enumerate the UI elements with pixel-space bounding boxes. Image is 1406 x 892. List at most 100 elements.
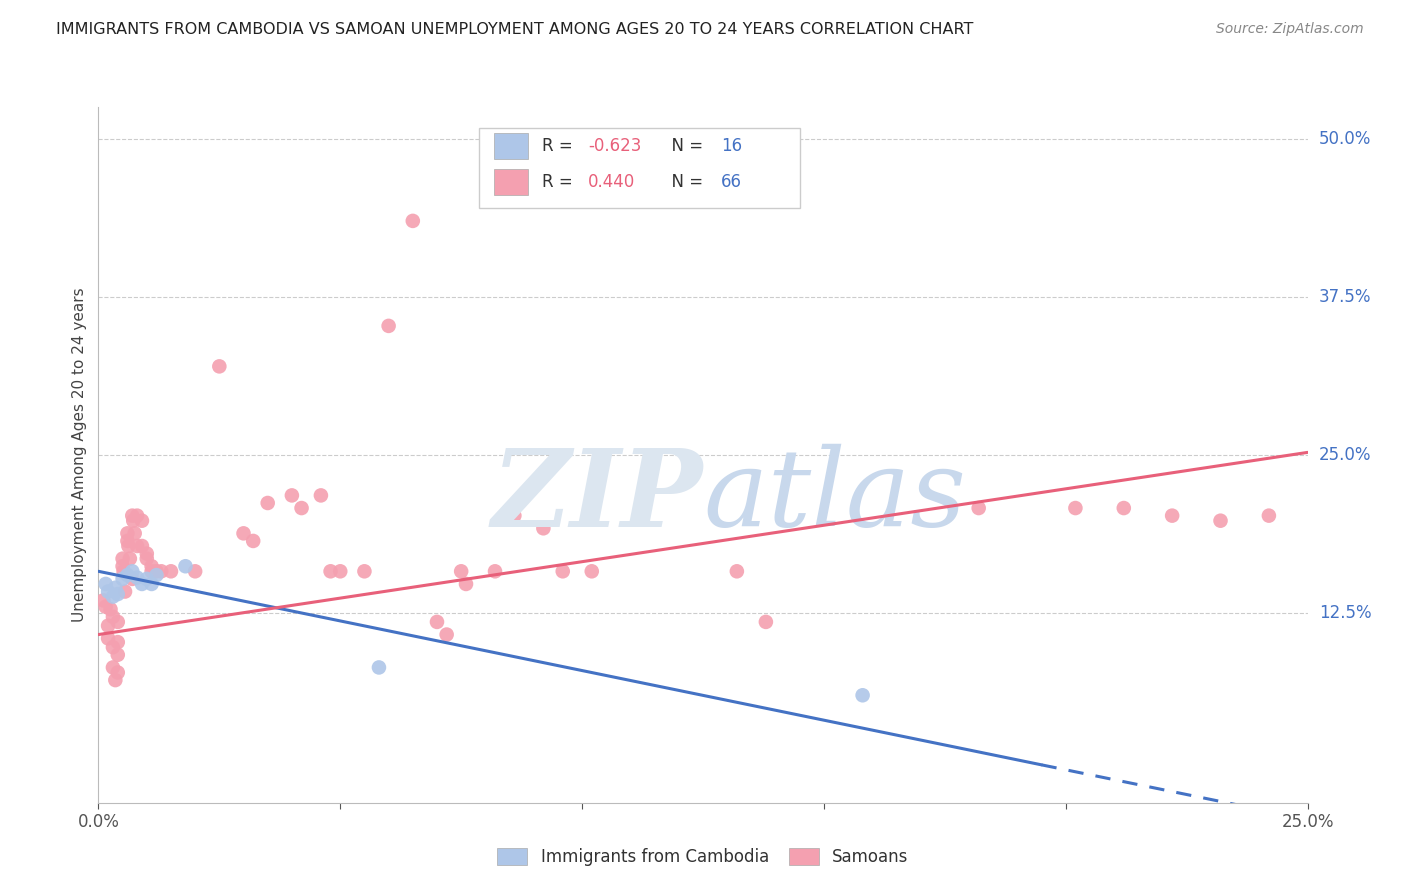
Point bbox=[174, 559, 197, 574]
Text: 12.5%: 12.5% bbox=[1319, 604, 1371, 622]
Point bbox=[426, 615, 449, 629]
Point bbox=[484, 564, 506, 578]
Point bbox=[112, 564, 135, 578]
Point bbox=[135, 572, 157, 586]
Legend: Immigrants from Cambodia, Samoans: Immigrants from Cambodia, Samoans bbox=[489, 839, 917, 874]
Point bbox=[208, 359, 231, 374]
Point bbox=[111, 572, 134, 586]
Point bbox=[503, 508, 526, 523]
Point bbox=[145, 564, 167, 578]
Text: -0.623: -0.623 bbox=[588, 137, 641, 155]
Point bbox=[107, 587, 129, 601]
FancyBboxPatch shape bbox=[494, 169, 527, 195]
Point bbox=[135, 547, 157, 561]
Point bbox=[131, 539, 153, 553]
Point bbox=[121, 572, 143, 586]
Point bbox=[256, 496, 278, 510]
Point bbox=[531, 521, 554, 535]
Text: atlas: atlas bbox=[703, 444, 966, 549]
Point bbox=[402, 214, 425, 228]
Point bbox=[135, 551, 157, 566]
Point bbox=[852, 688, 875, 702]
Point bbox=[353, 564, 375, 578]
Text: Source: ZipAtlas.com: Source: ZipAtlas.com bbox=[1216, 22, 1364, 37]
Point bbox=[101, 660, 124, 674]
Point bbox=[117, 539, 139, 553]
Point bbox=[121, 508, 143, 523]
Point bbox=[141, 564, 163, 578]
Point bbox=[290, 501, 312, 516]
Point bbox=[127, 571, 149, 585]
Point bbox=[436, 627, 458, 641]
Point bbox=[94, 577, 117, 591]
Point bbox=[100, 602, 122, 616]
Point bbox=[141, 577, 163, 591]
Text: 37.5%: 37.5% bbox=[1319, 288, 1371, 306]
Point bbox=[232, 526, 254, 541]
Point bbox=[319, 564, 342, 578]
Point bbox=[450, 564, 472, 578]
Point bbox=[104, 673, 127, 687]
Point bbox=[111, 559, 134, 574]
Text: N =: N = bbox=[661, 173, 709, 191]
Text: ZIP: ZIP bbox=[492, 443, 703, 549]
Point bbox=[581, 564, 603, 578]
Point bbox=[1112, 501, 1135, 516]
Text: 50.0%: 50.0% bbox=[1319, 129, 1371, 148]
Point bbox=[131, 514, 153, 528]
Point bbox=[114, 584, 136, 599]
Point bbox=[127, 508, 149, 523]
Point bbox=[94, 599, 117, 614]
Point bbox=[454, 577, 477, 591]
Point bbox=[329, 564, 352, 578]
Point bbox=[124, 526, 146, 541]
Point bbox=[725, 564, 748, 578]
Text: IMMIGRANTS FROM CAMBODIA VS SAMOAN UNEMPLOYMENT AMONG AGES 20 TO 24 YEARS CORREL: IMMIGRANTS FROM CAMBODIA VS SAMOAN UNEMP… bbox=[56, 22, 973, 37]
Point bbox=[118, 551, 141, 566]
FancyBboxPatch shape bbox=[494, 133, 527, 159]
Point bbox=[131, 577, 153, 591]
Point bbox=[145, 568, 167, 582]
Point bbox=[107, 665, 129, 680]
Point bbox=[281, 488, 304, 502]
Point bbox=[368, 660, 391, 674]
Point bbox=[1257, 508, 1279, 523]
Point bbox=[755, 615, 778, 629]
Point bbox=[141, 559, 163, 574]
Point bbox=[107, 648, 129, 662]
Text: N =: N = bbox=[661, 137, 709, 155]
Point bbox=[309, 488, 332, 502]
Point bbox=[377, 318, 399, 333]
Point bbox=[91, 593, 114, 607]
Text: 16: 16 bbox=[721, 137, 742, 155]
Point bbox=[967, 501, 990, 516]
Point bbox=[107, 615, 129, 629]
Y-axis label: Unemployment Among Ages 20 to 24 years: Unemployment Among Ages 20 to 24 years bbox=[72, 287, 87, 623]
Point bbox=[104, 581, 127, 595]
Point bbox=[107, 635, 129, 649]
Point bbox=[117, 568, 139, 582]
Text: R =: R = bbox=[543, 137, 578, 155]
Text: 25.0%: 25.0% bbox=[1319, 446, 1371, 464]
Point bbox=[101, 640, 124, 655]
Point bbox=[97, 632, 120, 646]
Point bbox=[160, 564, 183, 578]
Point bbox=[150, 564, 173, 578]
Point bbox=[127, 539, 149, 553]
FancyBboxPatch shape bbox=[479, 128, 800, 208]
Point bbox=[97, 584, 120, 599]
Point bbox=[101, 590, 124, 604]
Point bbox=[101, 610, 124, 624]
Point bbox=[551, 564, 574, 578]
Point bbox=[97, 618, 120, 632]
Point bbox=[1064, 501, 1087, 516]
Text: R =: R = bbox=[543, 173, 583, 191]
Point bbox=[1209, 514, 1232, 528]
Text: 66: 66 bbox=[721, 173, 742, 191]
Point bbox=[122, 514, 145, 528]
Point bbox=[111, 551, 134, 566]
Point bbox=[184, 564, 207, 578]
Point bbox=[242, 533, 264, 548]
Point bbox=[1161, 508, 1184, 523]
Point bbox=[117, 533, 139, 548]
